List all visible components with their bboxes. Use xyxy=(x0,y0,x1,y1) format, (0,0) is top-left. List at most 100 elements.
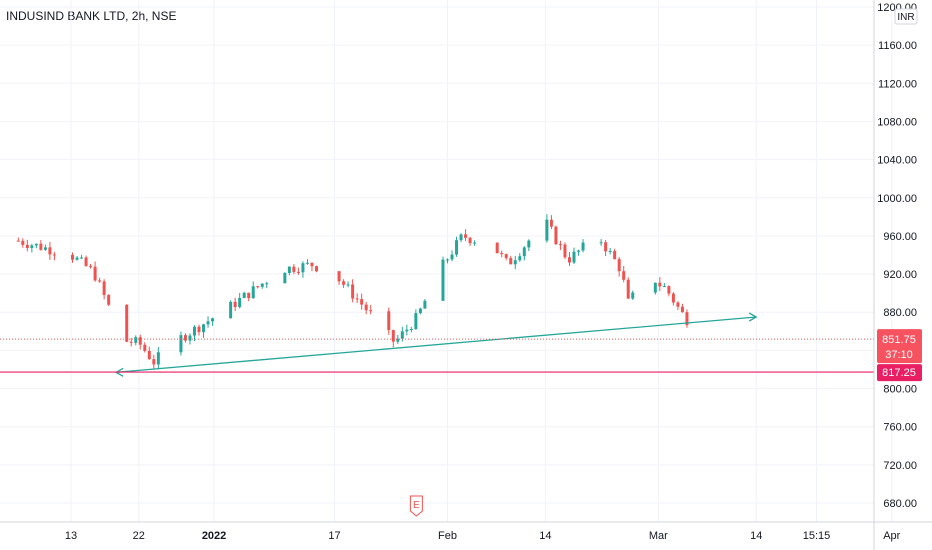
price-tick-label: 920.00 xyxy=(883,269,917,281)
candle-body xyxy=(369,310,373,312)
candle-body xyxy=(84,257,88,266)
candle-body xyxy=(355,298,359,300)
candle-body xyxy=(549,219,553,227)
candle-body xyxy=(102,281,106,296)
candle-body xyxy=(351,284,355,299)
time-tick-label: Apr xyxy=(883,530,900,542)
candle-body xyxy=(608,250,612,252)
candle-body xyxy=(125,304,129,342)
price-tick-label: 1040.00 xyxy=(877,155,917,167)
time-tick-label: 15:15 xyxy=(803,530,831,542)
candle-body xyxy=(518,256,522,261)
candle-body xyxy=(473,242,477,244)
candle-body xyxy=(396,338,400,342)
candle-body xyxy=(522,247,526,257)
candle-body xyxy=(188,335,192,341)
candle-body xyxy=(667,286,671,294)
candle-body xyxy=(441,259,445,301)
support-price-value: 817.25 xyxy=(882,367,916,379)
candle-body xyxy=(292,266,296,272)
candle-body xyxy=(626,279,630,299)
candle-body xyxy=(43,247,47,250)
candle-body xyxy=(360,299,364,305)
candle-body xyxy=(260,283,264,287)
time-tick-label: 17 xyxy=(328,530,340,542)
candle-body xyxy=(265,283,269,285)
candle-body xyxy=(387,311,391,331)
candle-body xyxy=(418,308,422,314)
candle-body xyxy=(179,335,183,353)
drawing-overlays[interactable]: E xyxy=(0,312,874,517)
candle-body xyxy=(450,254,454,260)
time-tick-label: 2022 xyxy=(202,530,226,542)
candle-body xyxy=(247,292,251,299)
price-tick-label: 680.00 xyxy=(883,498,917,510)
candle-body xyxy=(202,324,206,333)
candle-body xyxy=(617,259,621,272)
candle-body xyxy=(622,271,626,280)
earnings-marker-label: E xyxy=(413,500,420,511)
candle-body xyxy=(337,271,341,282)
candle-body xyxy=(197,326,201,333)
price-tick-label: 800.00 xyxy=(883,384,917,396)
candle-body xyxy=(156,352,160,365)
candle-body xyxy=(604,242,608,252)
support-price-tag xyxy=(877,364,922,382)
price-tick-label: 960.00 xyxy=(883,231,917,243)
candle-body xyxy=(509,258,513,265)
candle-body xyxy=(138,337,142,345)
candle-body xyxy=(314,266,318,272)
candle-body xyxy=(662,286,666,288)
price-tick-label: 1160.00 xyxy=(878,40,917,52)
candle-body xyxy=(71,254,75,260)
candle-body xyxy=(30,245,34,248)
earnings-marker-icon[interactable] xyxy=(409,495,423,517)
candle-body xyxy=(563,244,567,258)
last-price-value: 851.75 xyxy=(882,334,916,346)
candle-body xyxy=(129,341,133,343)
time-tick-label: 14 xyxy=(539,530,551,542)
candle-body xyxy=(134,337,138,343)
candle-body xyxy=(554,226,558,245)
time-axis[interactable]: 13 22 2022 17 Feb 14 Mar 14 15:15 Apr xyxy=(0,521,932,542)
candle-body xyxy=(495,242,499,254)
candle-body xyxy=(468,237,472,244)
candle-body xyxy=(251,286,255,299)
candle-body xyxy=(391,330,395,342)
candle-body xyxy=(613,250,617,260)
time-tick-label: 22 xyxy=(133,530,145,542)
candle-body xyxy=(310,262,314,267)
candle-body xyxy=(206,321,210,325)
candle-body xyxy=(21,240,25,245)
candle-body xyxy=(581,242,585,251)
candle-body xyxy=(256,286,260,288)
price-tick-label: 760.00 xyxy=(883,422,917,434)
candlesticks xyxy=(16,214,689,370)
candle-body xyxy=(107,295,111,305)
price-tick-label: 1000.00 xyxy=(877,193,917,205)
time-tick-label: 14 xyxy=(750,530,762,542)
price-tick-label: 1120.00 xyxy=(878,78,917,90)
price-axis[interactable]: 680.00 720.00 760.00 800.00 880.00 920.00 960.… xyxy=(873,0,922,550)
candle-body xyxy=(143,344,147,351)
candle-body xyxy=(211,318,215,322)
candle-body xyxy=(238,297,242,308)
candle-body xyxy=(283,272,287,284)
candle-body xyxy=(75,257,79,260)
candle-body xyxy=(545,219,549,241)
candle-body xyxy=(558,244,562,246)
candle-body xyxy=(93,266,97,281)
candle-body xyxy=(305,262,309,264)
candle-body xyxy=(680,306,684,313)
candle-body xyxy=(89,265,93,267)
candle-body xyxy=(653,282,657,293)
candle-body xyxy=(242,292,246,298)
candle-body xyxy=(504,254,508,259)
currency-box xyxy=(894,8,918,25)
trendline-arrow-right xyxy=(748,312,758,322)
candle-body xyxy=(48,247,52,255)
price-tick-label: 1080.00 xyxy=(877,116,917,128)
trendline[interactable] xyxy=(116,316,757,373)
candle-body xyxy=(405,329,409,332)
